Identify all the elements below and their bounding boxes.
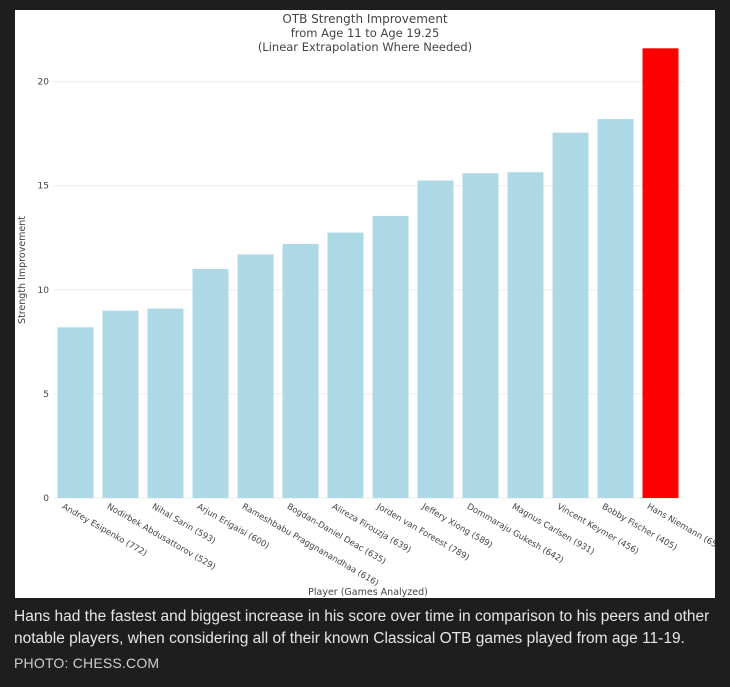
bar-9 (462, 173, 499, 498)
chart-title-line: OTB Strength Improvement (282, 12, 448, 26)
y-tick-label: 15 (38, 182, 49, 192)
photo-credit: PHOTO: CHESS.COM (14, 655, 160, 671)
chart-title-line: (Linear Extrapolation Where Needed) (258, 40, 472, 54)
x-tick-label: Bobby Fischer (405) (600, 502, 679, 553)
bar-8 (417, 180, 454, 499)
x-tick-label: Alireza Firouzja (639) (330, 502, 413, 555)
y-tick-label: 20 (38, 78, 50, 88)
y-axis-title: Strength Improvement (17, 216, 28, 324)
x-tick-label: Andrey Esipenko (772) (60, 502, 149, 559)
bar-3 (192, 269, 229, 498)
bar-6 (327, 232, 364, 498)
y-tick-label: 5 (43, 390, 49, 400)
bar-4 (237, 254, 274, 498)
chart-title-line: from Age 11 to Age 19.25 (291, 26, 440, 40)
bar-12 (597, 119, 634, 498)
bar-7 (372, 215, 409, 498)
chart-caption: Hans had the fastest and biggest increas… (14, 608, 710, 647)
chart-panel: 0 5 10 15 20 Andrey Esipenko (772) Nodirbek Ab… (15, 10, 715, 598)
x-axis-title: Player (Games Analyzed) (308, 587, 428, 598)
bar-1 (102, 310, 139, 498)
x-tick-label: Hans Niemann (653) (645, 502, 715, 555)
bar-2 (147, 308, 184, 498)
y-tick-label: 10 (38, 286, 50, 296)
bar-0 (57, 327, 94, 498)
bar-5 (282, 244, 319, 498)
bar-13 (642, 48, 679, 499)
y-tick-label: 0 (43, 494, 49, 504)
x-tick-label: Vincent Keymer (456) (555, 502, 640, 557)
bar-10 (507, 172, 544, 499)
bar-11 (552, 132, 589, 498)
